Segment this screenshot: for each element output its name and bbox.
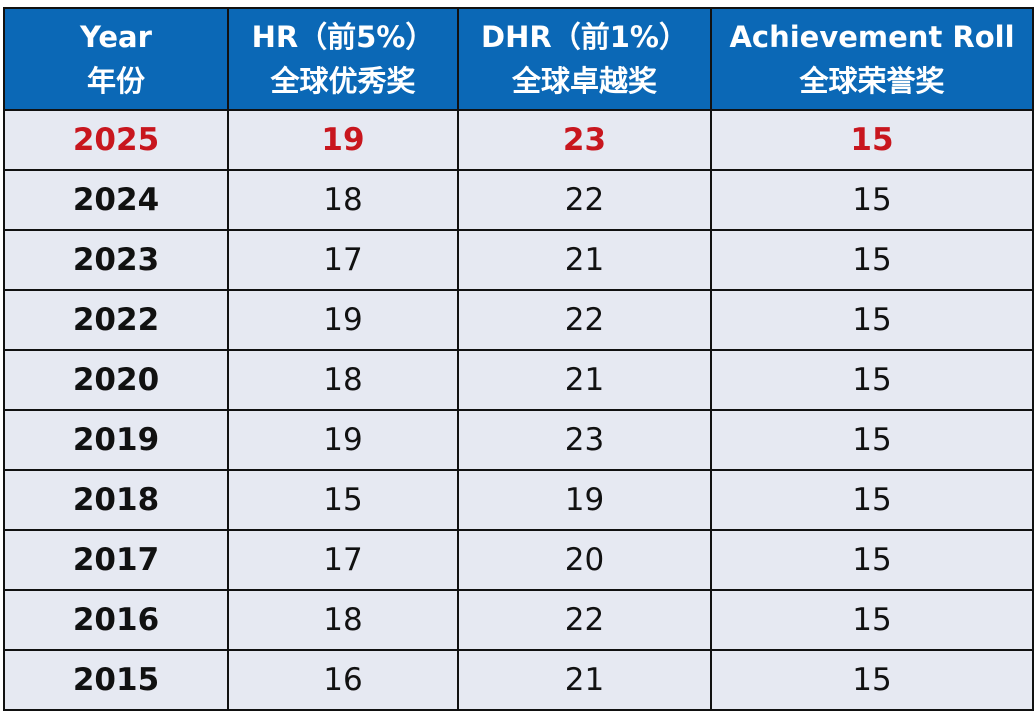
cell-hr: 17	[227, 229, 459, 291]
header-line1: Achievement Roll	[729, 20, 1015, 54]
header-year: Year 年份	[3, 7, 229, 111]
cell-hr: 18	[227, 589, 459, 651]
cell-dhr: 21	[457, 229, 712, 291]
cell-year: 2018	[3, 469, 229, 531]
table-row: 2023 17 21 15	[3, 229, 1034, 291]
table-row: 2020 18 21 15	[3, 349, 1034, 411]
header-row: Year 年份 HR（前5%） 全球优秀奖 DHR（前1%） 全球卓越奖 Achieveme…	[3, 7, 1034, 111]
cell-year: 2019	[3, 409, 229, 471]
table-row: 2015 16 21 15	[3, 649, 1034, 711]
table-row: 2016 18 22 15	[3, 589, 1034, 651]
cell-dhr: 23	[457, 109, 712, 171]
header-line2: 全球卓越奖	[511, 64, 657, 98]
cell-achievement-roll: 15	[710, 529, 1034, 591]
table-row: 2018 15 19 15	[3, 469, 1034, 531]
cell-achievement-roll: 15	[710, 409, 1034, 471]
cell-hr: 19	[227, 289, 459, 351]
header-line2: 全球荣誉奖	[799, 64, 945, 98]
cell-dhr: 22	[457, 289, 712, 351]
cell-achievement-roll: 15	[710, 229, 1034, 291]
cell-year: 2016	[3, 589, 229, 651]
cell-hr: 19	[227, 409, 459, 471]
table-row: 2017 17 20 15	[3, 529, 1034, 591]
cell-dhr: 22	[457, 169, 712, 231]
cell-year: 2025	[3, 109, 229, 171]
cell-achievement-roll: 15	[710, 589, 1034, 651]
cell-achievement-roll: 15	[710, 649, 1034, 711]
cell-hr: 19	[227, 109, 459, 171]
cell-hr: 18	[227, 169, 459, 231]
cell-year: 2020	[3, 349, 229, 411]
cell-achievement-roll: 15	[710, 109, 1034, 171]
cell-hr: 15	[227, 469, 459, 531]
cell-achievement-roll: 15	[710, 349, 1034, 411]
cell-achievement-roll: 15	[710, 469, 1034, 531]
cell-hr: 16	[227, 649, 459, 711]
cell-dhr: 21	[457, 349, 712, 411]
table-row: 2024 18 22 15	[3, 169, 1034, 231]
header-line1: HR（前5%）	[251, 20, 435, 54]
cell-achievement-roll: 15	[710, 289, 1034, 351]
cell-dhr: 23	[457, 409, 712, 471]
table-row: 2022 19 22 15	[3, 289, 1034, 351]
cell-dhr: 21	[457, 649, 712, 711]
header-achievement-roll: Achievement Roll 全球荣誉奖	[710, 7, 1034, 111]
table-row: 2025 19 23 15	[3, 109, 1034, 171]
cell-year: 2024	[3, 169, 229, 231]
table-row: 2019 19 23 15	[3, 409, 1034, 471]
header-line2: 全球优秀奖	[270, 64, 416, 98]
cell-hr: 17	[227, 529, 459, 591]
header-line1: DHR（前1%）	[481, 20, 688, 54]
header-dhr: DHR（前1%） 全球卓越奖	[457, 7, 712, 111]
cell-dhr: 19	[457, 469, 712, 531]
cell-year: 2022	[3, 289, 229, 351]
header-hr: HR（前5%） 全球优秀奖	[227, 7, 459, 111]
cell-achievement-roll: 15	[710, 169, 1034, 231]
cell-year: 2017	[3, 529, 229, 591]
cell-dhr: 22	[457, 589, 712, 651]
header-line2: 年份	[86, 64, 145, 98]
cell-dhr: 20	[457, 529, 712, 591]
cell-year: 2023	[3, 229, 229, 291]
header-line1: Year	[80, 20, 152, 54]
cell-year: 2015	[3, 649, 229, 711]
awards-table: Year 年份 HR（前5%） 全球优秀奖 DHR（前1%） 全球卓越奖 Achieveme…	[3, 7, 1034, 711]
cell-hr: 18	[227, 349, 459, 411]
